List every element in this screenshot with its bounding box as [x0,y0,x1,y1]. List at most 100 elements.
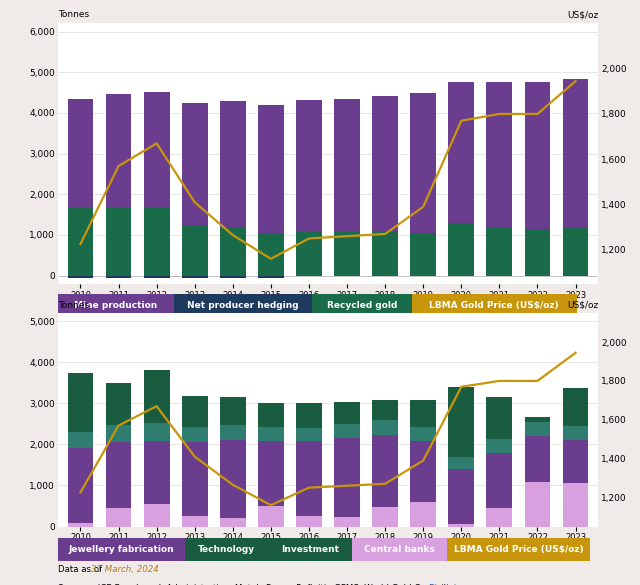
Bar [182,442,207,516]
Bar [106,208,131,276]
Text: LBMA Gold Price (US$/oz): LBMA Gold Price (US$/oz) [429,301,559,311]
Text: Technology: Technology [198,545,255,555]
Bar [106,94,131,208]
Bar [486,453,513,508]
Bar [449,82,474,223]
Bar [143,504,170,526]
FancyBboxPatch shape [174,294,312,318]
Bar [182,225,207,276]
Bar [296,403,322,428]
FancyBboxPatch shape [58,538,185,562]
Bar [220,518,246,527]
FancyBboxPatch shape [312,294,412,318]
Bar [67,432,93,449]
Bar [525,436,550,482]
Text: Sources: ICE Benchmark Administration, Metals Focus, Refinitiv GFMS, World Gold : Sources: ICE Benchmark Administration, M… [58,584,451,585]
Bar [67,99,93,208]
Bar [220,397,246,425]
Bar [372,420,398,435]
Bar [334,438,360,517]
Bar [258,233,284,276]
Bar [258,105,284,233]
FancyBboxPatch shape [412,294,577,318]
Bar [182,426,207,442]
Bar [525,422,550,436]
Bar [486,508,513,526]
Text: Tonnes: Tonnes [58,301,89,310]
Bar [486,439,513,453]
Bar [486,397,513,439]
Bar [182,276,207,278]
Bar [220,276,246,278]
Bar [296,428,322,441]
Bar [525,417,550,422]
Bar [143,92,170,208]
Bar [410,441,436,502]
Text: Net producer hedging: Net producer hedging [187,301,299,311]
Text: US$/oz: US$/oz [567,11,598,19]
Bar [563,387,589,426]
Bar [296,232,322,276]
Bar [67,373,93,432]
Bar [449,387,474,457]
Text: Data as of: Data as of [58,327,104,336]
Bar [258,441,284,506]
Bar [410,400,436,426]
FancyBboxPatch shape [58,294,174,318]
Bar [563,441,589,483]
Bar [563,227,589,276]
Bar [372,507,398,526]
Bar [67,449,93,523]
Bar [220,425,246,441]
Bar [449,469,474,524]
Bar [296,441,322,516]
Text: 31 March, 2024: 31 March, 2024 [91,327,159,336]
Bar [563,426,589,441]
Bar [106,442,131,508]
Bar [143,208,170,276]
Text: Data as of: Data as of [58,565,104,574]
Bar [106,276,131,278]
Bar [334,402,360,424]
Bar [296,516,322,526]
Text: US$/oz: US$/oz [567,301,598,310]
Bar [106,383,131,425]
Text: Recycled gold: Recycled gold [326,301,397,311]
Bar [258,427,284,441]
Bar [410,233,436,276]
Bar [258,403,284,427]
Bar [525,82,550,229]
Bar [372,232,398,276]
Bar [220,101,246,227]
Text: Disclaimer: Disclaimer [429,584,474,585]
Bar [334,517,360,526]
Bar [143,423,170,441]
Bar [143,370,170,423]
Bar [67,523,93,526]
FancyBboxPatch shape [447,538,590,562]
Bar [410,93,436,233]
Bar [449,223,474,276]
FancyBboxPatch shape [185,538,269,562]
Bar [182,516,207,526]
Bar [372,400,398,420]
Text: Tonnes: Tonnes [58,11,89,19]
Text: LBMA Gold Price (US$/oz): LBMA Gold Price (US$/oz) [454,545,584,555]
Text: Mine production: Mine production [74,301,157,311]
Bar [220,227,246,276]
Bar [220,441,246,518]
Bar [486,228,513,276]
FancyBboxPatch shape [269,538,353,562]
Text: Investment: Investment [282,545,339,555]
Bar [67,276,93,278]
Text: Jewellery fabrication: Jewellery fabrication [68,545,174,555]
Bar [563,483,589,526]
Bar [410,426,436,441]
Bar [334,424,360,438]
Bar [525,482,550,526]
Bar [334,99,360,232]
Text: Central banks: Central banks [364,545,435,555]
Bar [372,435,398,507]
Bar [372,96,398,232]
Bar [143,441,170,504]
